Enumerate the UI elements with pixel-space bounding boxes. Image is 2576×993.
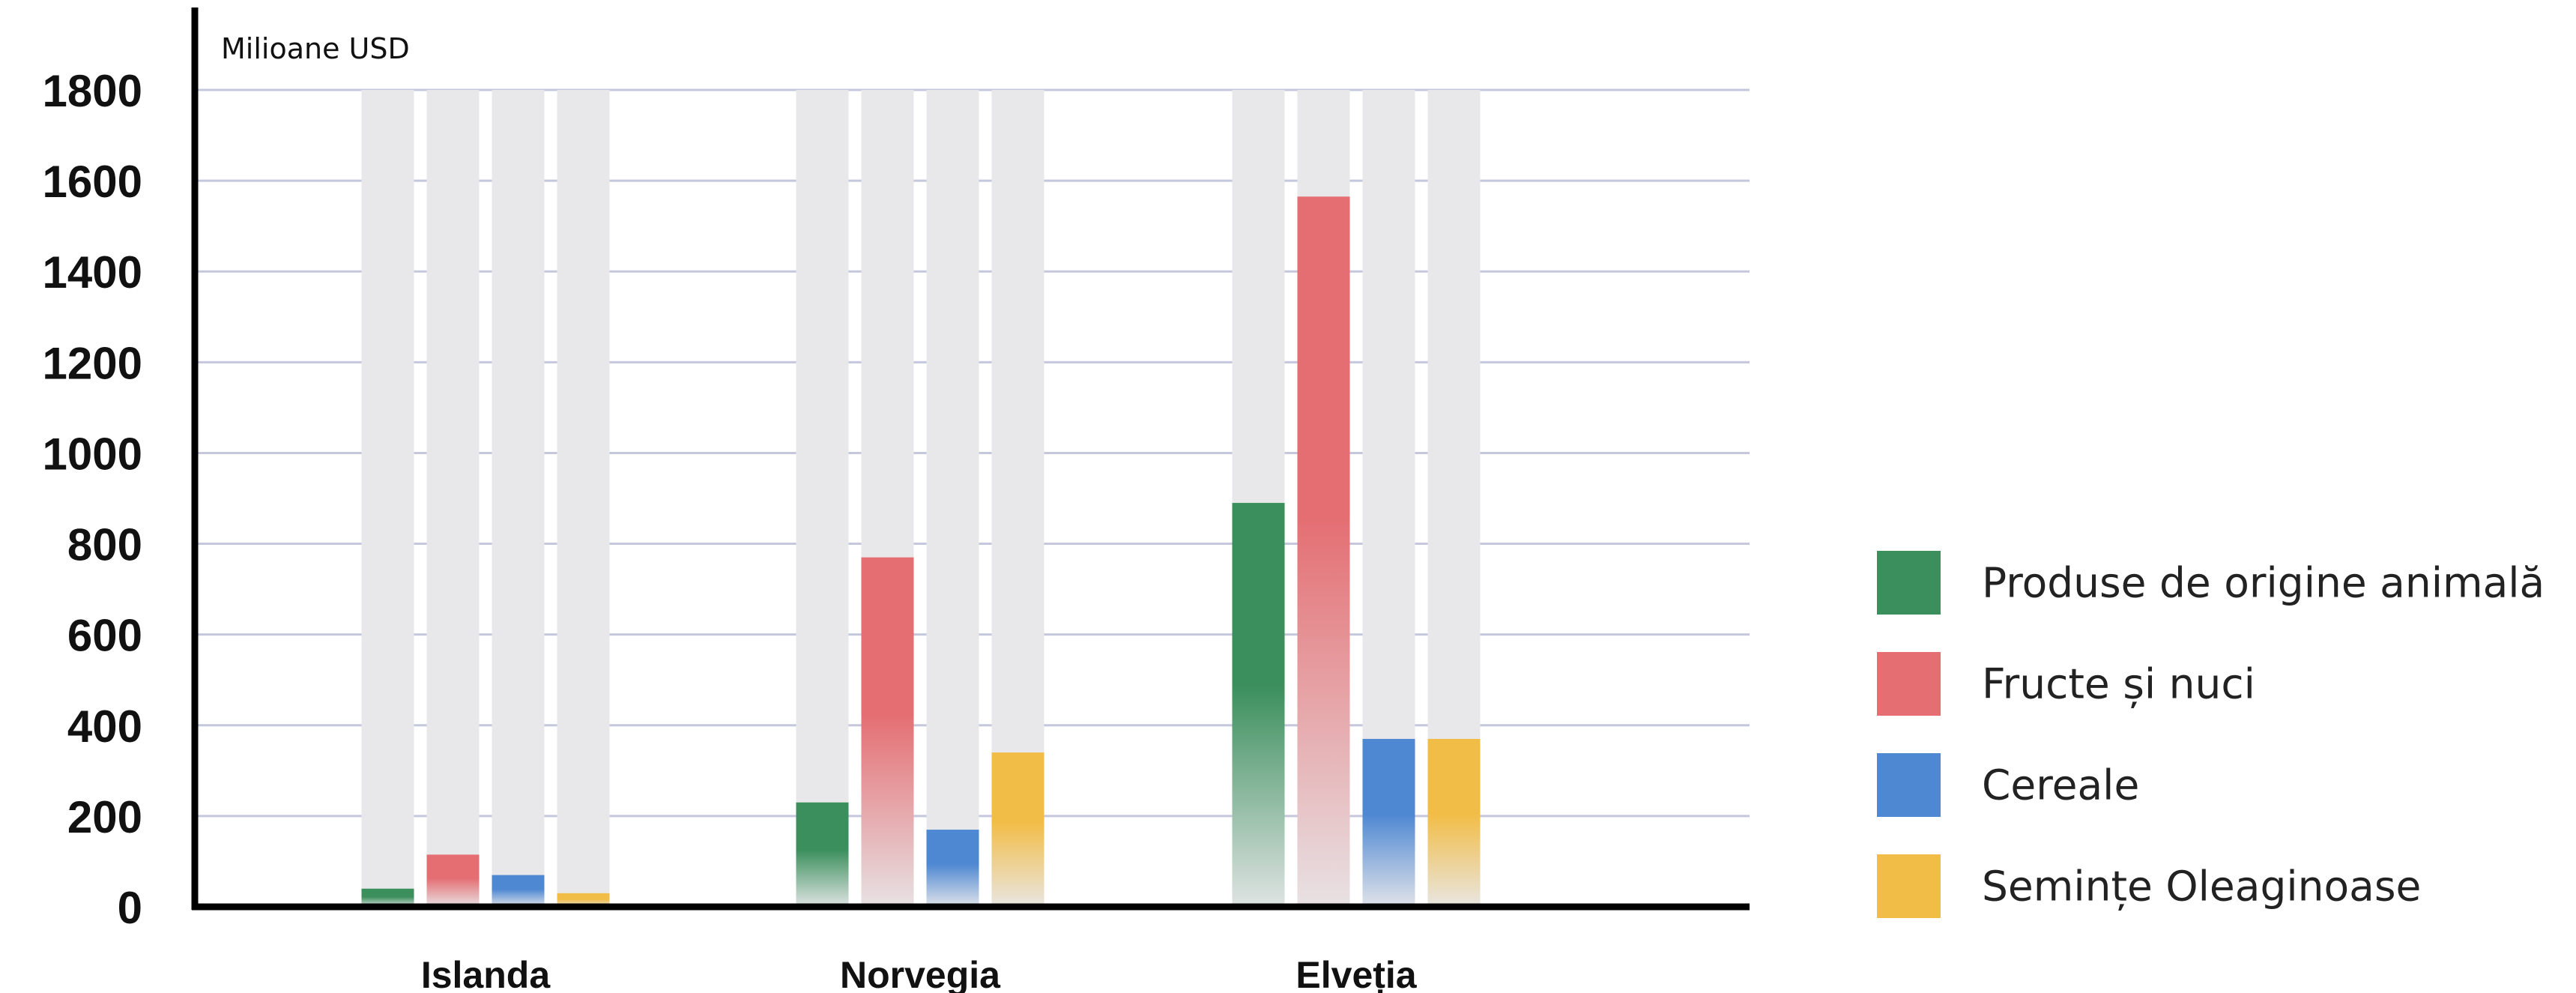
- bar-background: [557, 90, 610, 907]
- y-tick-label: 800: [67, 520, 142, 570]
- y-tick-label: 1000: [43, 429, 142, 479]
- bar: [1232, 503, 1285, 907]
- bar-background: [426, 90, 480, 907]
- y-tick-label: 1600: [43, 157, 142, 207]
- bar: [926, 830, 979, 907]
- y-tick-label: 1800: [43, 66, 142, 116]
- unit-label: Milioane USD: [221, 32, 410, 65]
- y-tick-label: 400: [67, 701, 142, 752]
- y-tick-label: 1200: [43, 338, 142, 388]
- bar: [1427, 738, 1481, 907]
- bars: [361, 196, 1481, 907]
- legend-label: Cereale: [1982, 761, 2139, 809]
- bar: [861, 557, 914, 907]
- y-tick-label: 0: [118, 883, 142, 933]
- bar-background: [361, 90, 414, 907]
- legend-swatch: [1877, 652, 1941, 716]
- bar: [991, 752, 1044, 907]
- legend-label: Fructe și nuci: [1982, 660, 2255, 709]
- legend-swatch: [1877, 753, 1941, 817]
- axes: [191, 7, 1750, 911]
- bar: [492, 875, 545, 907]
- legend: Produse de origine animală Fructe și nuci…: [1877, 551, 2545, 918]
- bar: [796, 802, 849, 907]
- bar-background: [796, 90, 849, 907]
- bar: [426, 854, 480, 907]
- y-tick-label: 1400: [43, 247, 142, 298]
- x-tick-label: Islanda: [421, 954, 551, 993]
- legend-label: Semințe Oleaginoase: [1982, 863, 2421, 911]
- x-tick-labels: Islanda Norvegia Elveția: [421, 954, 1418, 993]
- bar-background: [492, 90, 545, 907]
- bar: [1297, 196, 1350, 907]
- bar: [557, 893, 610, 907]
- y-tick-label: 600: [67, 611, 142, 661]
- legend-label: Produse de origine animală: [1982, 559, 2545, 607]
- bar: [1362, 738, 1415, 907]
- x-tick-label: Norvegia: [840, 954, 1001, 993]
- legend-swatch: [1877, 551, 1941, 615]
- x-tick-label: Elveția: [1295, 954, 1417, 993]
- y-tick-labels: 0 200 400 600 800 1000 1200 1400 1600 1800: [43, 66, 142, 933]
- y-tick-label: 200: [67, 792, 142, 842]
- legend-swatch: [1877, 854, 1941, 918]
- bar-background: [926, 90, 979, 907]
